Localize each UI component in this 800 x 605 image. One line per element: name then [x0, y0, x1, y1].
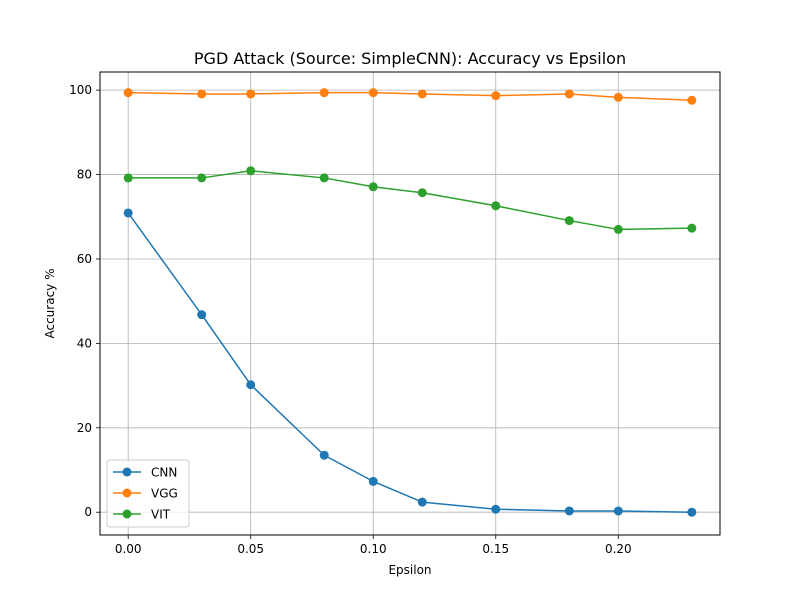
- data-point-vit: [491, 201, 501, 211]
- data-point-vgg: [368, 88, 378, 98]
- y-tick-label: 100: [69, 83, 92, 97]
- data-point-cnn: [368, 476, 378, 486]
- y-axis-label: Accuracy %: [43, 268, 57, 338]
- chart-title: PGD Attack (Source: SimpleCNN): Accuracy…: [194, 49, 626, 68]
- series-line-vit: [128, 170, 692, 231]
- data-point-vit: [613, 224, 623, 234]
- data-point-cnn: [197, 310, 207, 320]
- data-point-vgg: [491, 91, 501, 101]
- series-line-cnn: [127, 212, 692, 513]
- legend-marker-cnn: [122, 467, 132, 477]
- data-point-cnn: [564, 506, 574, 516]
- data-point-cnn: [123, 208, 133, 218]
- grid: [100, 72, 720, 535]
- y-tick-label: 0: [84, 505, 92, 519]
- y-tick-label: 60: [77, 252, 92, 266]
- x-tick-label: 0.10: [360, 542, 387, 556]
- data-point-vgg: [319, 88, 329, 98]
- data-point-vgg: [197, 89, 207, 99]
- legend: CNN VGG VIT: [106, 459, 190, 528]
- data-point-vit: [368, 182, 378, 192]
- axis-ticks: 0.00 0.05 0.10 0.15 0.20 0 20 40 60 80 100: [69, 83, 632, 556]
- x-axis-label: Epsilon: [388, 563, 431, 577]
- x-tick-label: 0.15: [482, 542, 509, 556]
- data-point-vit: [417, 188, 427, 198]
- x-tick-label: 0.00: [115, 542, 142, 556]
- data-point-cnn: [246, 380, 256, 390]
- data-point-vit: [564, 216, 574, 226]
- data-point-cnn: [491, 504, 501, 514]
- legend-marker-vit: [122, 509, 132, 519]
- data-point-vgg: [613, 92, 623, 102]
- data-point-cnn: [687, 507, 697, 517]
- y-tick-label: 80: [77, 168, 92, 182]
- legend-label-vgg: VGG: [151, 487, 178, 501]
- data-point-vit: [319, 173, 329, 183]
- series-layer: [123, 88, 697, 517]
- data-point-cnn: [417, 497, 427, 507]
- x-tick-label: 0.20: [605, 542, 632, 556]
- data-point-vgg: [564, 89, 574, 99]
- data-point-vit: [123, 173, 133, 183]
- data-point-vgg: [246, 89, 256, 99]
- data-point-vit: [197, 173, 207, 183]
- y-tick-label: 20: [77, 421, 92, 435]
- data-point-vit: [687, 223, 697, 233]
- x-tick-label: 0.05: [237, 542, 264, 556]
- plot-frame: [99, 71, 721, 536]
- data-point-cnn: [319, 450, 329, 460]
- data-point-cnn: [613, 506, 623, 516]
- data-point-vgg: [123, 88, 133, 98]
- data-point-vgg: [687, 95, 697, 105]
- legend-label-vit: VIT: [151, 508, 171, 522]
- y-tick-label: 40: [77, 336, 92, 350]
- legend-marker-vgg: [122, 488, 132, 498]
- legend-label-cnn: CNN: [151, 466, 177, 480]
- data-point-vgg: [417, 89, 427, 99]
- data-point-vit: [246, 166, 256, 176]
- series-line-vgg: [128, 91, 692, 102]
